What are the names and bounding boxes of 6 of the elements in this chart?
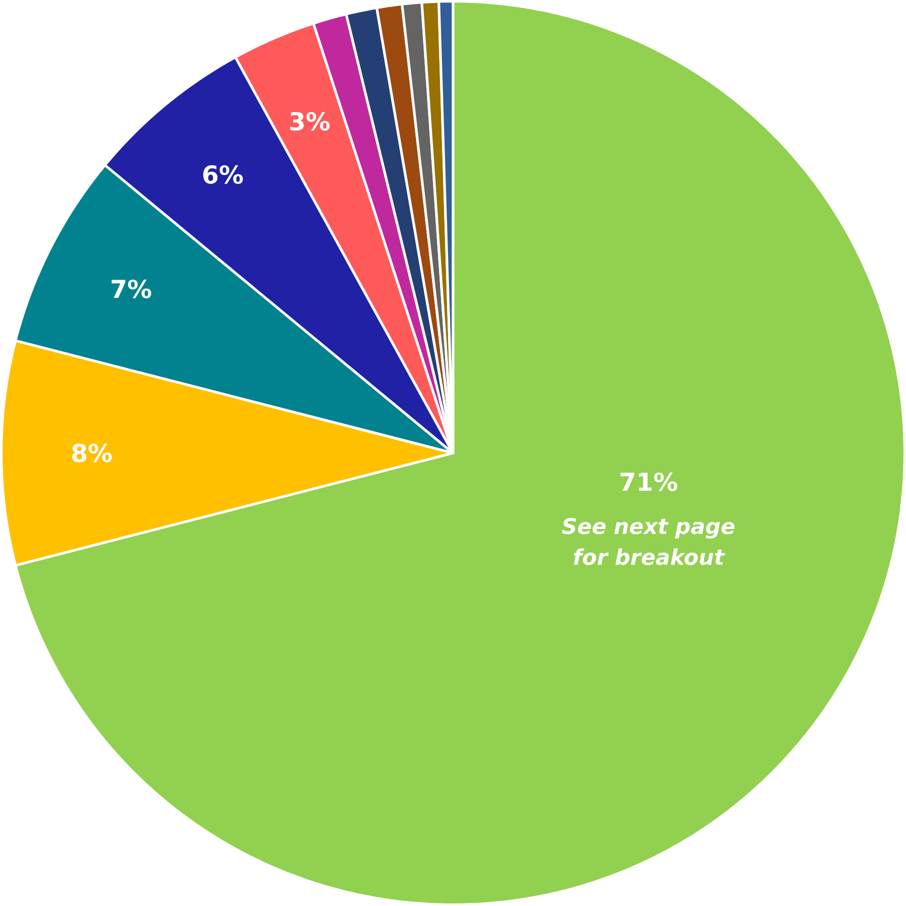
data-label: 71% xyxy=(620,472,678,492)
data-label: 3% xyxy=(290,112,330,131)
data-label: 6% xyxy=(203,165,243,184)
data-label: 7% xyxy=(112,280,152,298)
data-label: 8% xyxy=(72,444,112,462)
text: See next page for breakout xyxy=(562,518,735,566)
